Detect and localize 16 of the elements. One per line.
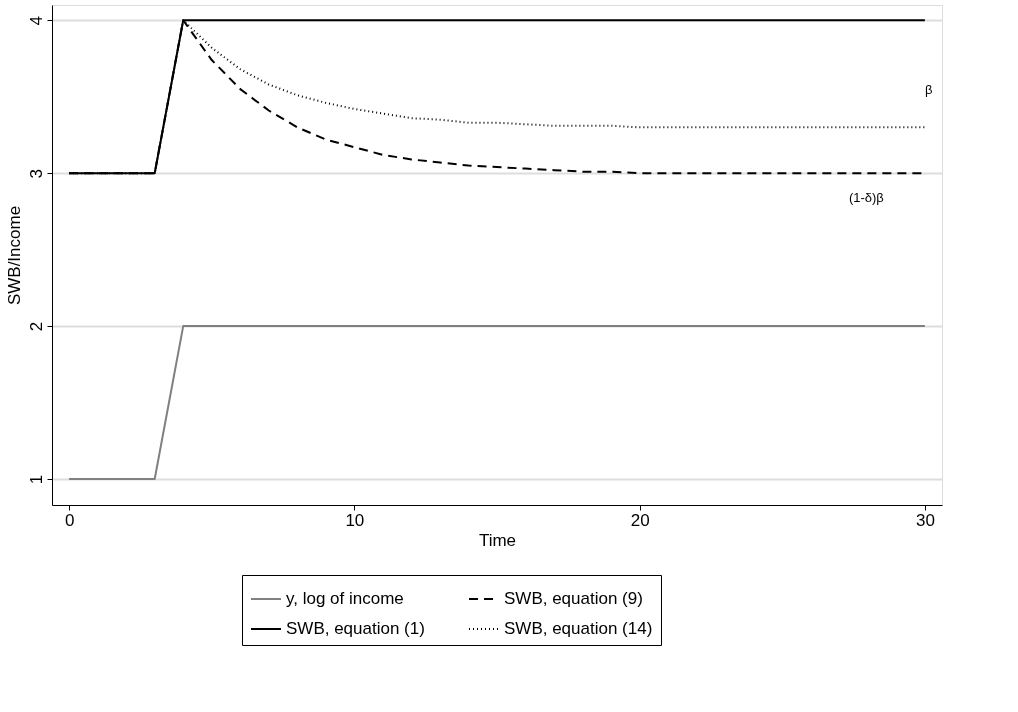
y-tick-label: 3: [26, 168, 46, 179]
x-tick-label: 30: [915, 510, 935, 530]
legend-label: SWB, equation (14): [504, 619, 653, 638]
annotation: (1-δ)β: [848, 189, 884, 205]
legend-label: SWB, equation (9): [504, 589, 643, 608]
x-tick-label: 10: [345, 510, 365, 530]
y-tick-label: 1: [26, 474, 46, 485]
legend-label: SWB, equation (1): [286, 619, 425, 638]
y-tick-label: 2: [26, 321, 46, 332]
legend-label: y, log of income: [286, 589, 404, 608]
x-axis-title: Time: [478, 530, 517, 550]
y-tick-label: 4: [26, 16, 46, 26]
y-axis-title: SWB/Income: [4, 205, 24, 306]
x-tick-label: 0: [64, 510, 75, 530]
annotation: β: [924, 82, 933, 97]
x-tick-label: 20: [630, 510, 650, 530]
